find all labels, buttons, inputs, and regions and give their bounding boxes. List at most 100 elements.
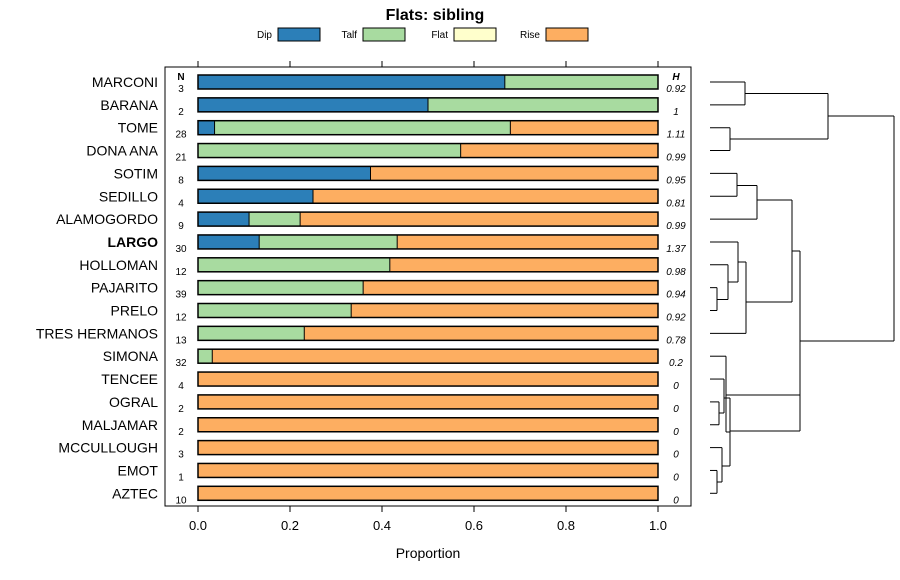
legend-swatch-dip (277, 27, 321, 42)
x-tick-label: 0.4 (373, 518, 391, 533)
bar-segment-rise (212, 349, 658, 364)
h-value: 0.94 (666, 290, 686, 301)
bar-segment-talf (249, 212, 301, 227)
bar-segment-rise (304, 326, 658, 341)
legend-swatch-talf (362, 27, 406, 42)
legend-label-flat: Flat (431, 30, 448, 41)
n-count: 21 (175, 153, 187, 164)
bar-outline (197, 394, 659, 410)
bar-segment-rise (313, 189, 658, 204)
bar-outline (197, 97, 659, 113)
n-count: 3 (178, 450, 184, 461)
h-value: 1.37 (666, 244, 686, 255)
n-count: 2 (178, 107, 184, 118)
n-count: 32 (175, 358, 187, 369)
h-value: 0.2 (669, 358, 683, 369)
legend-swatch-flat (453, 27, 497, 42)
x-tick-label: 0.8 (557, 518, 575, 533)
site-label: MCCULLOUGH (58, 440, 158, 456)
bar-segment-rise (389, 257, 658, 272)
n-count: 2 (178, 404, 184, 415)
bar-segment-talf (198, 303, 352, 318)
site-label: MALJAMAR (82, 417, 158, 433)
bar-segment-talf (198, 280, 364, 295)
site-label: OGRAL (109, 394, 158, 410)
h-value: 1.11 (667, 130, 686, 141)
site-label: SIMONA (103, 348, 159, 364)
bar-segment-rise (198, 372, 658, 387)
bar-segment-talf (259, 234, 398, 249)
x-axis-title: Proportion (396, 545, 461, 561)
n-header: N (177, 72, 184, 83)
bar-segment-talf (198, 143, 461, 158)
site-label: PRELO (111, 303, 159, 319)
h-value: 1 (673, 107, 679, 118)
bar-segment-dip (198, 75, 505, 89)
x-tick-label: 1.0 (649, 518, 667, 533)
h-header: H (672, 72, 680, 83)
bar-segment-talf (214, 120, 511, 135)
x-tick-label: 0.0 (189, 518, 207, 533)
bar-segment-talf (198, 349, 213, 364)
n-count: 13 (175, 335, 187, 346)
n-count: 12 (175, 313, 187, 324)
site-label: SEDILLO (99, 188, 158, 204)
h-value: 0.95 (666, 175, 686, 186)
h-value: 0 (673, 450, 679, 461)
bar-outline (197, 188, 659, 204)
bar-outline (197, 142, 659, 159)
h-value: 0.81 (666, 198, 685, 209)
bar-segment-dip (198, 212, 250, 227)
bar-segment-rise (198, 463, 658, 478)
site-label: BARANA (100, 97, 158, 113)
plot-panel (164, 66, 692, 507)
n-count: 39 (175, 290, 187, 301)
site-label: ALAMOGORDO (56, 211, 158, 227)
dendrogram (710, 81, 895, 494)
h-value: 0 (673, 495, 679, 506)
bar-outline (197, 279, 659, 296)
n-count: 12 (175, 267, 187, 278)
n-count: 28 (175, 130, 187, 141)
x-axis: 0.0 0.2 0.4 0.6 0.8 1.0 (189, 61, 667, 533)
site-label: MARCONI (92, 74, 158, 90)
n-count: 4 (178, 198, 184, 209)
bar-segment-rise (351, 303, 658, 318)
site-label: TENCEE (101, 371, 158, 387)
n-count: 2 (178, 427, 184, 438)
bar-segment-rise (198, 486, 658, 501)
n-count: 3 (178, 84, 184, 95)
site-label: PAJARITO (91, 280, 158, 296)
legend-label-rise: Rise (520, 30, 540, 41)
h-value: 0.99 (666, 153, 686, 164)
bar-segment-rise (397, 234, 658, 249)
h-value: 0.92 (666, 84, 686, 95)
n-count: 1 (178, 472, 184, 483)
bar-segment-rise (510, 120, 658, 135)
h-value: 0.78 (666, 335, 686, 346)
x-tick-label: 0.2 (281, 518, 299, 533)
h-value: 0.99 (666, 221, 686, 232)
bar-outline (197, 257, 659, 273)
bar-outline (197, 234, 659, 250)
bars (197, 74, 659, 502)
h-value: 0.98 (666, 267, 686, 278)
h-value: 0 (673, 404, 679, 415)
site-label: AZTEC (112, 485, 158, 501)
legend: Dip Talf Flat Rise (257, 27, 589, 42)
bar-segment-talf (504, 75, 658, 89)
bar-segment-rise (198, 417, 658, 432)
bar-segment-rise (460, 143, 658, 158)
bar-segment-dip (198, 120, 215, 135)
h-value: 0 (673, 427, 679, 438)
site-label: SOTIM (114, 165, 158, 181)
site-label: EMOT (118, 462, 159, 478)
bar-outline (197, 74, 659, 90)
bar-segment-dip (198, 234, 260, 249)
bar-outline (197, 439, 659, 456)
bar-segment-rise (198, 440, 658, 455)
site-label: TRES HERMANOS (36, 325, 158, 341)
